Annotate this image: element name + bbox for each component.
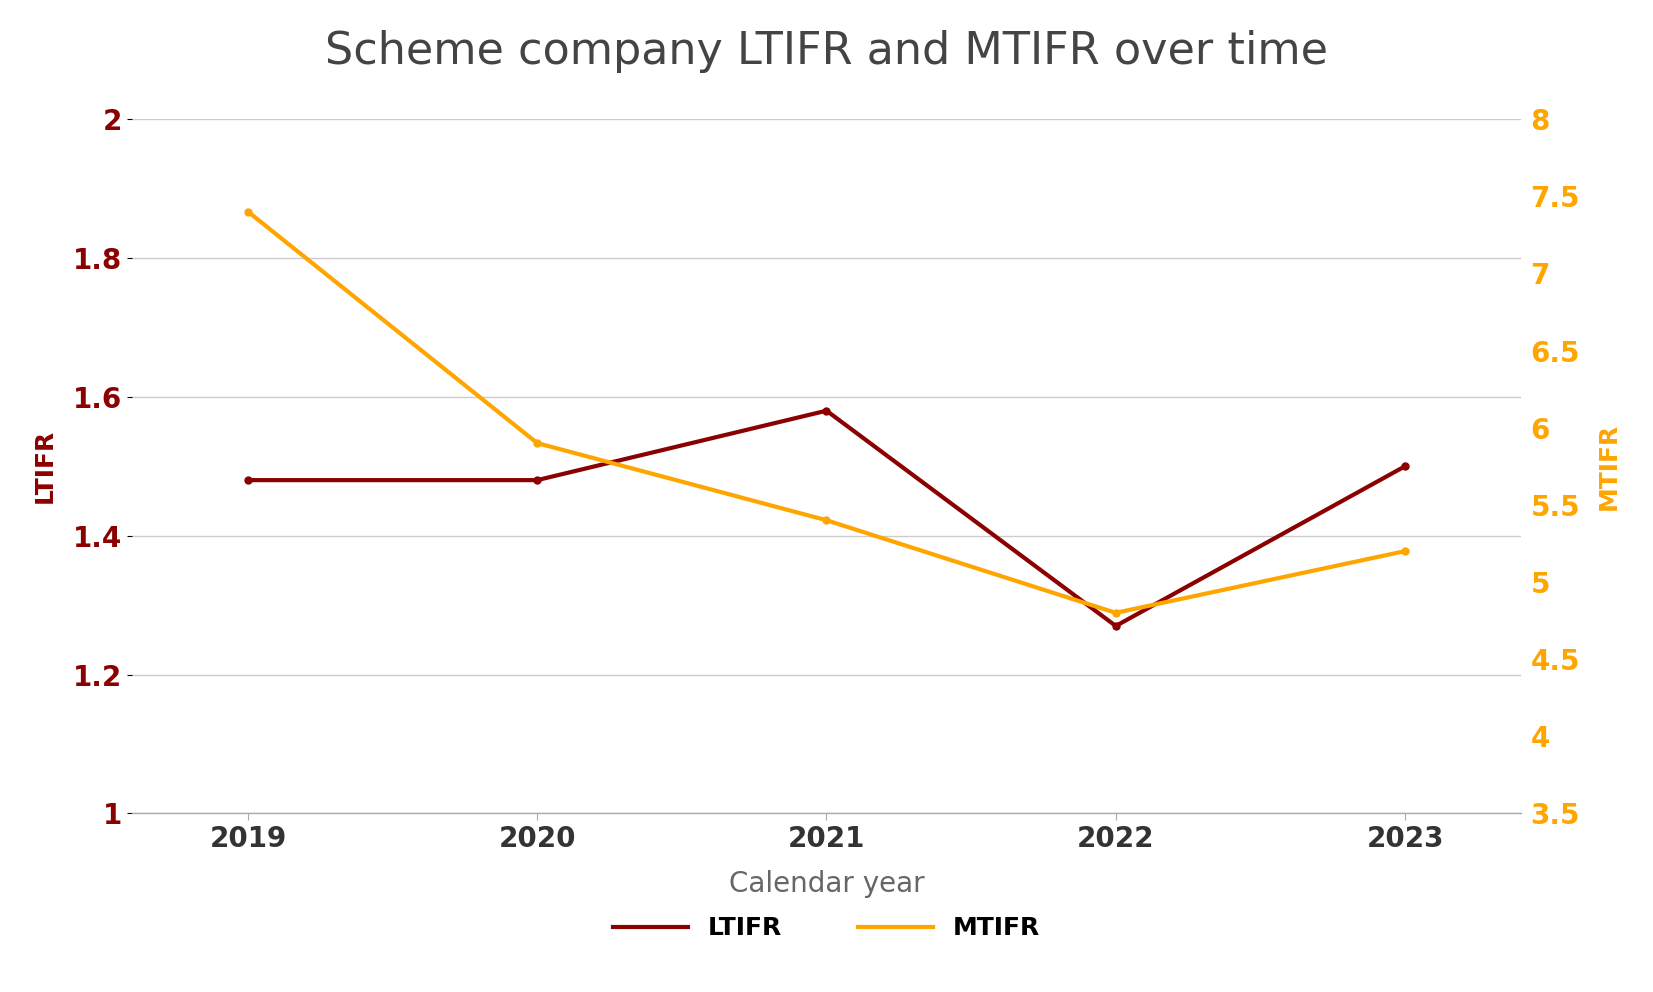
LTIFR	[527, 474, 547, 486]
LTIFR	[1395, 460, 1415, 472]
LTIFR	[817, 405, 836, 417]
MTIFR	[527, 437, 547, 449]
MTIFR	[1106, 607, 1126, 619]
Y-axis label: LTIFR: LTIFR	[33, 430, 56, 503]
MTIFR	[238, 205, 258, 217]
MTIFR	[1395, 546, 1415, 558]
Y-axis label: MTIFR: MTIFR	[1597, 423, 1622, 510]
Text: Scheme company LTIFR and MTIFR over time: Scheme company LTIFR and MTIFR over time	[326, 30, 1327, 72]
Legend: LTIFR, MTIFR: LTIFR, MTIFR	[603, 906, 1050, 949]
LTIFR	[1106, 620, 1126, 632]
X-axis label: Calendar year: Calendar year	[729, 870, 924, 898]
Line: LTIFR: LTIFR	[245, 407, 1408, 630]
LTIFR	[238, 474, 258, 486]
Line: MTIFR: MTIFR	[245, 208, 1408, 616]
MTIFR	[817, 514, 836, 526]
